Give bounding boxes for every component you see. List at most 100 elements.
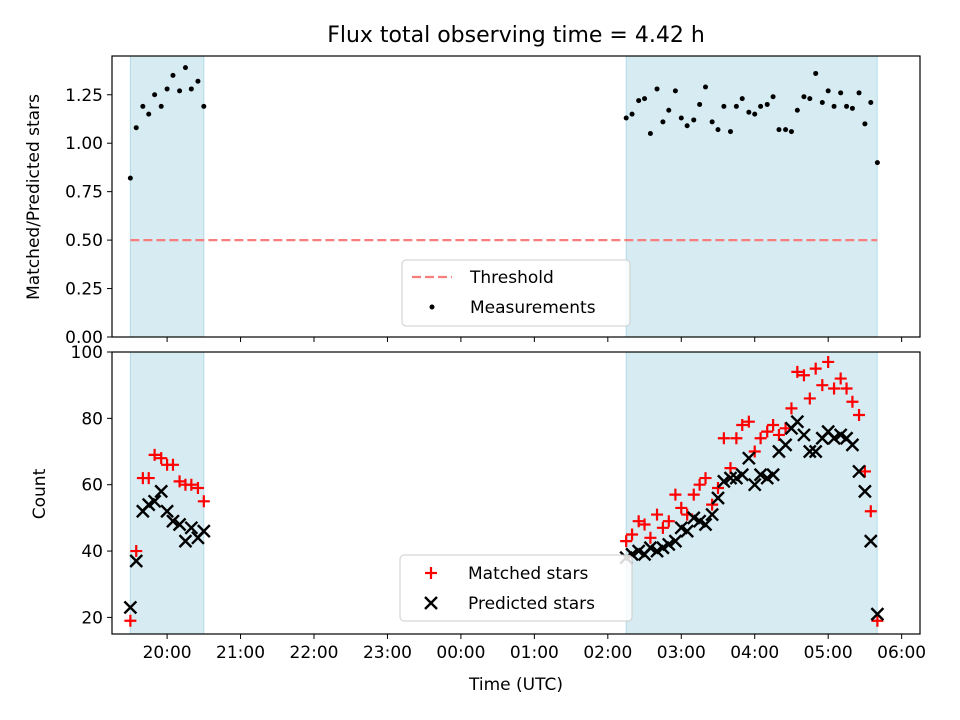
matched-star-point [858, 465, 871, 478]
y-tick-label: 0.00 [65, 328, 103, 348]
measurement-point [874, 160, 880, 166]
measurement-point [849, 105, 855, 111]
count-legend-box [399, 554, 633, 622]
matched-star-point [166, 458, 179, 471]
matched-star-point [791, 365, 804, 378]
matched-star-point [840, 382, 853, 395]
predicted-star-point [797, 428, 811, 442]
predicted-star-point [753, 467, 768, 482]
measurement-point [807, 96, 813, 102]
predicted-star-point [723, 471, 738, 485]
matched-star-point [651, 508, 664, 521]
measurement-points [127, 65, 880, 181]
matched-star-point [669, 488, 682, 501]
predicted-star-point [166, 514, 180, 529]
measurement-point [764, 101, 770, 107]
measurement-point [715, 127, 721, 133]
predicted-star-point [735, 467, 750, 482]
measurement-point [201, 103, 207, 109]
matched-star-point [834, 372, 847, 385]
measurement-point [188, 86, 194, 92]
matched-star-point [197, 495, 210, 508]
matched-star-point [736, 418, 749, 431]
measurement-point [862, 121, 868, 127]
measurement-point [654, 86, 660, 92]
y-tick-label: 60 [81, 476, 103, 496]
predicted-star-point [711, 491, 725, 505]
x-tick-label: 01:00 [510, 643, 559, 663]
x-tick-label: 05:00 [804, 643, 853, 663]
count-panel: 20 40 60 80 100 20:00 21:00 22:00 23:00 00:00 01:0… [30, 343, 926, 695]
measurement-point [703, 84, 709, 90]
measurement-point [721, 103, 727, 109]
measurement-point [813, 70, 819, 76]
predicted-legend-swatch [424, 596, 438, 610]
measurement-point [146, 111, 152, 117]
measurements-legend-label: Measurements [470, 298, 596, 318]
measurement-point [691, 117, 697, 123]
x-tick-label: 20:00 [143, 643, 192, 663]
chart-title: Flux total observing time = 4.42 h [327, 23, 705, 48]
count-axes: 20 40 60 80 100 20:00 21:00 22:00 23:00 00:00 01:0… [71, 343, 927, 663]
matched-star-point [809, 362, 822, 375]
measurement-point [660, 119, 666, 125]
matched-star-point [828, 382, 841, 395]
y-tick-label: 40 [81, 542, 103, 562]
measurement-point [642, 96, 648, 102]
measurement-point [170, 72, 176, 78]
measurement-point [794, 107, 800, 113]
matched-stars-points [124, 355, 884, 627]
measurement-point [709, 119, 715, 125]
matched-star-point [772, 428, 785, 441]
measurement-point [697, 101, 703, 107]
matched-star-point [142, 472, 155, 485]
measurement-point [636, 98, 642, 104]
matched-legend-label: Matched stars [468, 564, 588, 584]
predicted-star-point [123, 600, 138, 615]
ratio-y-axis-label: Matched/Predicted stars [24, 94, 44, 300]
matched-star-point [130, 545, 143, 558]
matched-star-point [185, 478, 198, 491]
measurement-point [195, 78, 201, 84]
measurement-point [672, 88, 678, 94]
shaded-span [129, 55, 205, 338]
predicted-star-point [717, 474, 731, 489]
x-tick-label: 21:00 [216, 643, 265, 663]
shaded-span [625, 55, 878, 338]
matched-star-point [803, 392, 816, 405]
threshold-legend-label: Threshold [469, 268, 554, 288]
measurement-point [838, 90, 844, 96]
predicted-star-point [705, 507, 719, 522]
matched-star-point [148, 448, 161, 461]
predicted-star-point [668, 534, 683, 548]
matched-star-point [871, 614, 884, 627]
measurement-point [177, 88, 183, 94]
measurement-point [158, 103, 164, 109]
ratio-panel: 0.00 0.25 0.50 0.75 1.00 1.25 Matched/Predict… [24, 55, 921, 348]
matched-star-point [687, 488, 700, 501]
measurement-point [801, 94, 807, 100]
x-axis-label: Time (UTC) [468, 675, 563, 695]
matched-star-point [638, 518, 651, 531]
predicted-star-point [863, 534, 878, 548]
measurement-point [182, 65, 188, 71]
predicted-star-point [196, 524, 211, 539]
predicted-star-point [661, 537, 676, 552]
measurement-point [164, 86, 170, 92]
matched-star-point [742, 415, 755, 428]
predicted-star-point [147, 494, 162, 509]
matched-star-point [779, 422, 792, 435]
measurement-point [678, 115, 684, 121]
matched-star-point [864, 505, 877, 518]
matched-star-point [846, 395, 859, 408]
count-y-axis-label: Count [30, 468, 50, 519]
predicted-star-point [858, 484, 872, 499]
measurement-point [825, 88, 831, 94]
measurement-point [758, 103, 764, 109]
measurement-point [666, 107, 672, 113]
x-tick-label: 03:00 [657, 643, 706, 663]
predicted-star-point [808, 444, 823, 459]
matched-star-point [785, 402, 798, 415]
measurement-point [733, 103, 739, 109]
